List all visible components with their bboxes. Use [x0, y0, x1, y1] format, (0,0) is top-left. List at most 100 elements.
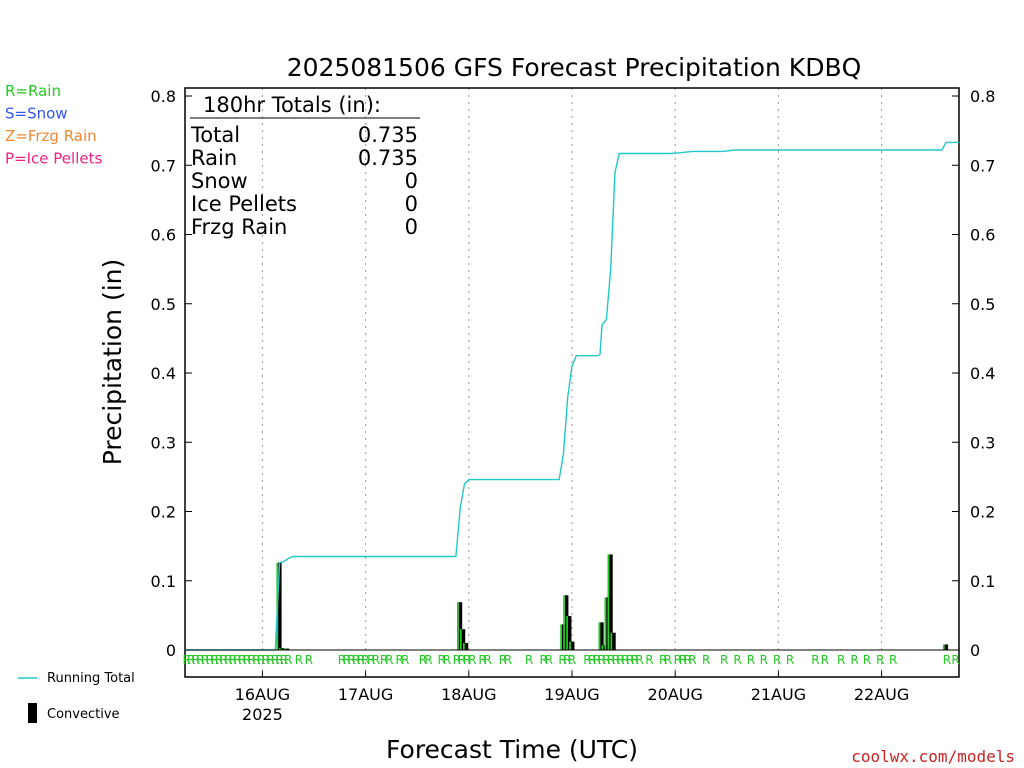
convective-bar — [609, 554, 613, 650]
rain-bar-edge — [569, 641, 571, 650]
x-tick-label: 18AUG — [441, 685, 496, 704]
precip-type-code: R — [504, 653, 512, 667]
precip-type-code: R — [257, 653, 265, 667]
precip-type-code: R — [863, 653, 871, 667]
precip-type-code: R — [385, 653, 393, 667]
x-tick-label: 20AUG — [647, 685, 702, 704]
precip-type-code: R — [419, 653, 427, 667]
rain-bar-edge — [942, 644, 945, 650]
precip-type-code: R — [951, 653, 959, 667]
y-tick-label-right: 0.8 — [970, 87, 995, 106]
right-y-axis: 0 0.1 0.2 0.3 0.4 0.5 0.6 0.7 0.8 — [952, 87, 995, 660]
y-tick-label-left: 0.5 — [151, 295, 176, 314]
precip-type-code: R — [612, 653, 620, 667]
precip-type-code: R — [468, 653, 476, 667]
totals-heading: 180hr Totals (in): — [203, 93, 381, 117]
precip-type-code: R — [424, 653, 432, 667]
precip-type-code: R — [702, 653, 710, 667]
precip-type-code: R — [220, 653, 228, 667]
precip-type-code: R — [438, 653, 446, 667]
convective-bar — [278, 562, 282, 650]
precip-type-code: R — [233, 653, 241, 667]
precip-type-code: R — [539, 653, 547, 667]
precip-type-code: R — [850, 653, 858, 667]
totals-box: 180hr Totals (in): Total 0.735 Rain 0.735 Sno… — [190, 93, 420, 239]
convective-bar — [567, 616, 572, 650]
precip-type-legend: R=Rain S=Snow Z=Frzg Rain P=Ice Pellets — [5, 82, 102, 168]
precip-type-code: R — [683, 653, 691, 667]
precip-type-code: R — [484, 653, 492, 667]
precip-type-code: R — [252, 653, 260, 667]
totals-row-label: Frzg Rain — [191, 215, 287, 239]
precip-type-code: R — [458, 653, 466, 667]
precip-type-code: R — [593, 653, 601, 667]
precip-type-code: R — [811, 653, 819, 667]
running-total-legend-label: Running Total — [47, 671, 135, 686]
precip-type-code: R — [786, 653, 794, 667]
type-legend-item: P=Ice Pellets — [5, 150, 102, 168]
totals-row-label: Snow — [191, 169, 248, 193]
rain-bar-edge — [604, 597, 607, 650]
convective-legend-swatch — [28, 703, 37, 723]
precip-type-code: R — [545, 653, 553, 667]
y-tick-label-right: 0.6 — [970, 226, 995, 245]
y-tick-label-left: 0.7 — [151, 156, 176, 175]
precip-type-code: R — [645, 653, 653, 667]
y-tick-label-left: 0.2 — [151, 503, 176, 522]
precip-type-code: R — [395, 653, 403, 667]
precip-type-code: R — [583, 653, 591, 667]
convective-bar — [570, 641, 575, 650]
precip-type-code: R — [631, 653, 639, 667]
precip-type-code: R — [357, 653, 365, 667]
rain-bar-edge — [281, 648, 284, 650]
convective-bar — [461, 629, 466, 650]
y-tick-label-left: 0.1 — [151, 572, 176, 591]
precip-type-code: R — [401, 653, 409, 667]
rain-bar-edge — [457, 602, 459, 650]
precip-type-code: R — [607, 653, 615, 667]
y-tick-label-right: 0.2 — [970, 503, 995, 522]
x-tick-sublabel: 2025 — [242, 705, 283, 724]
precip-type-code: R — [280, 653, 288, 667]
precip-type-code: R — [275, 653, 283, 667]
y-tick-label-right: 0.3 — [970, 433, 995, 452]
precip-type-code: R — [876, 653, 884, 667]
precip-type-code: R — [372, 653, 380, 667]
precip-type-code: R — [821, 653, 829, 667]
precip-type-code: R — [674, 653, 682, 667]
x-tick-label: 22AUG — [854, 685, 909, 704]
y-tick-label-right: 0.4 — [970, 364, 995, 383]
left-y-axis: 0 0.1 0.2 0.3 0.4 0.5 0.6 0.7 0.8 — [151, 87, 192, 660]
precip-type-code: R — [616, 653, 624, 667]
chart-title: 2025081506 GFS Forecast Precipitation KD… — [287, 53, 862, 82]
rain-bar-edge — [284, 648, 286, 650]
precip-type-code: R — [679, 653, 687, 667]
precip-type-code: R — [238, 653, 246, 667]
totals-row-label: Total — [190, 123, 240, 147]
rain-bar-edge — [563, 595, 565, 650]
rain-bar-edge — [566, 616, 568, 650]
precip-type-code: R — [720, 653, 728, 667]
totals-row-label: Rain — [191, 146, 237, 170]
precip-type-code: R — [380, 653, 388, 667]
y-tick-label-left: 0.3 — [151, 433, 176, 452]
convective-bars — [276, 554, 949, 650]
precip-type-code: R — [563, 653, 571, 667]
y-tick-label-right: 0 — [970, 641, 980, 660]
convective-bar — [944, 644, 949, 650]
precip-type-code: R — [597, 653, 605, 667]
type-legend-item: R=Rain — [5, 82, 61, 100]
precip-type-code: R — [659, 653, 667, 667]
precip-type-code: R — [747, 653, 755, 667]
rain-bar-edge — [607, 554, 610, 650]
precip-type-code: R — [206, 653, 214, 667]
precip-type-code: R — [196, 653, 204, 667]
precip-type-code: R — [361, 653, 369, 667]
precip-type-code: R — [525, 653, 533, 667]
precip-type-code: R — [266, 653, 274, 667]
totals-row-value: 0.735 — [358, 146, 418, 170]
x-tick-label: 19AUG — [544, 685, 599, 704]
series-legend: Running Total Convective — [18, 671, 135, 723]
